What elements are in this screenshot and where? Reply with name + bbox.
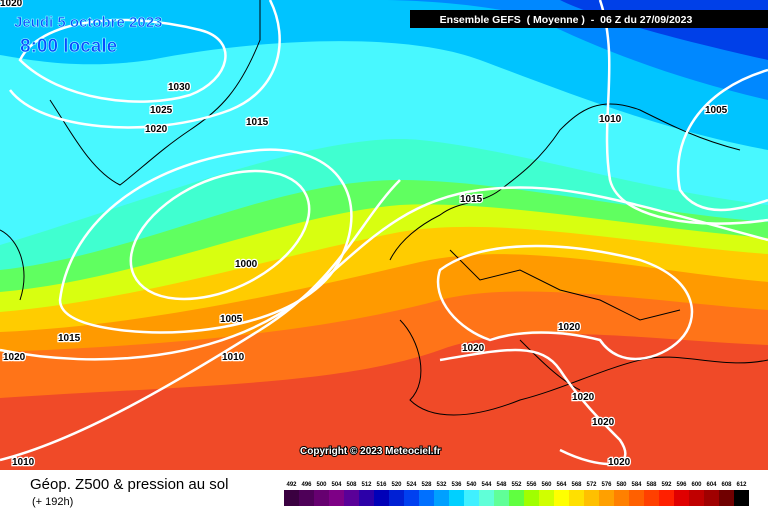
scale-label: 528 xyxy=(421,482,432,488)
scale-label: 512 xyxy=(361,482,372,488)
scale-label: 556 xyxy=(526,482,537,488)
scale-swatch xyxy=(464,490,479,506)
scale-label: 520 xyxy=(391,482,402,488)
scale-label: 500 xyxy=(316,482,327,488)
scale-label: 576 xyxy=(601,482,612,488)
run-header: Ensemble GEFS ( Moyenne ) - 06 Z du 27/0… xyxy=(440,14,693,26)
scale-label: 580 xyxy=(616,482,627,488)
isobar-label: 1015 xyxy=(58,333,81,344)
scale-label: 524 xyxy=(406,482,417,488)
scale-swatch xyxy=(449,490,464,506)
isobar-labels: 1020 1030 1025 1020 1015 1010 1005 1015 1000 1005… xyxy=(0,0,729,469)
scale-label: 548 xyxy=(496,482,507,488)
copyright: Copyright © 2023 Meteociel.fr xyxy=(300,446,441,457)
scale-label: 592 xyxy=(661,482,672,488)
scale-label: 584 xyxy=(631,482,642,488)
scale-swatch xyxy=(719,490,734,506)
isobars xyxy=(0,0,768,466)
coastlines xyxy=(0,0,768,416)
scale-label: 588 xyxy=(646,482,657,488)
scale-label: 552 xyxy=(511,482,522,488)
scale-label: 612 xyxy=(736,482,747,488)
scale-label: 596 xyxy=(676,482,687,488)
scale-label: 572 xyxy=(586,482,597,488)
scale-swatch xyxy=(419,490,434,506)
color-scale: 492 496 500 504 508 512 516 520 524 528 532 536 540 5… xyxy=(284,482,749,506)
scale-swatch xyxy=(674,490,689,506)
geopotential-field xyxy=(0,0,768,470)
legend-title: Géop. Z500 & pression au sol xyxy=(30,476,228,493)
scale-label: 516 xyxy=(376,482,387,488)
scale-swatch xyxy=(344,490,359,506)
isobar-label: 1030 xyxy=(168,82,191,93)
scale-label: 560 xyxy=(541,482,552,488)
scale-swatch xyxy=(704,490,719,506)
scale-swatch xyxy=(284,490,299,506)
scale-swatch xyxy=(584,490,599,506)
scale-label: 504 xyxy=(331,482,342,488)
scale-swatch xyxy=(434,490,449,506)
scale-swatch xyxy=(494,490,509,506)
scale-swatch xyxy=(614,490,629,506)
scale-label: 536 xyxy=(451,482,462,488)
isobar-label: 1020 xyxy=(462,343,485,354)
scale-swatch xyxy=(599,490,614,506)
forecast-date: Jeudi 5 octobre 2023 xyxy=(14,14,162,31)
scale-swatch xyxy=(539,490,554,506)
scale-swatch xyxy=(479,490,494,506)
isobar-label: 1015 xyxy=(460,194,483,205)
isobar-label: 1010 xyxy=(599,114,622,125)
scale-label: 492 xyxy=(286,482,297,488)
scale-label: 508 xyxy=(346,482,357,488)
isobar-label: 1020 xyxy=(145,124,168,135)
scale-label: 564 xyxy=(556,482,567,488)
scale-label: 540 xyxy=(466,482,477,488)
scale-swatch xyxy=(359,490,374,506)
legend-subtitle: (+ 192h) xyxy=(32,496,73,508)
scale-swatch xyxy=(389,490,404,506)
isobar-label: 1005 xyxy=(220,314,243,325)
isobar-label: 1020 xyxy=(3,352,26,363)
scale-swatch xyxy=(644,490,659,506)
header-box xyxy=(410,10,768,28)
isobar-label: 1010 xyxy=(222,352,245,363)
isobar-label: 1020 xyxy=(592,417,615,428)
isobar-label: 1000 xyxy=(235,259,258,270)
scale-swatch xyxy=(734,490,749,506)
scale-swatch xyxy=(329,490,344,506)
isobar-label: 1020 xyxy=(608,457,631,468)
scale-swatch xyxy=(374,490,389,506)
scale-swatch xyxy=(659,490,674,506)
scale-label: 532 xyxy=(436,482,447,488)
scale-label: 608 xyxy=(721,482,732,488)
isobar-label: 1020 xyxy=(572,392,595,403)
isobar-label: 1025 xyxy=(150,105,173,116)
scale-swatch xyxy=(314,490,329,506)
scale-label: 604 xyxy=(706,482,717,488)
isobar-label: 1015 xyxy=(246,117,269,128)
scale-swatch xyxy=(554,490,569,506)
isobar-label: 1010 xyxy=(12,457,35,468)
scale-swatch xyxy=(404,490,419,506)
isobar-label: 1020 xyxy=(0,0,23,9)
scale-swatch xyxy=(299,490,314,506)
scale-label: 544 xyxy=(481,482,492,488)
scale-swatch xyxy=(509,490,524,506)
forecast-time: 8:00 locale xyxy=(20,36,117,57)
scale-swatch xyxy=(524,490,539,506)
scale-label: 496 xyxy=(301,482,312,488)
scale-swatch xyxy=(689,490,704,506)
scale-swatch xyxy=(629,490,644,506)
scale-label: 568 xyxy=(571,482,582,488)
scale-label: 600 xyxy=(691,482,702,488)
isobar-label: 1020 xyxy=(558,322,581,333)
scale-swatch xyxy=(569,490,584,506)
isobar-label: 1005 xyxy=(705,105,728,116)
